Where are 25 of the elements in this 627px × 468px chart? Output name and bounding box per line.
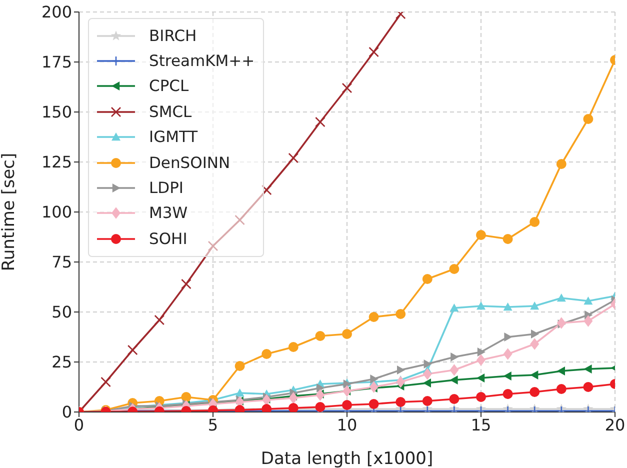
y-tick-label: 100	[41, 202, 72, 222]
x-tick-label: 0	[74, 415, 84, 434]
legend-label: CPCL	[149, 77, 189, 96]
y-tick-label: 125	[41, 152, 72, 172]
y-tick-label: 0	[62, 402, 72, 422]
y-axis-title: Runtime [sec]	[0, 152, 20, 272]
y-tick-label: 150	[41, 102, 72, 122]
x-tick-label: 5	[208, 415, 218, 434]
legend-label: IGMTT	[149, 128, 198, 146]
y-tick-label: 50	[52, 302, 72, 322]
x-tick-label: 15	[470, 415, 492, 434]
legend-label: M3W	[149, 204, 188, 222]
legend-label: StreamKM++	[149, 52, 255, 70]
y-tick-label: 200	[41, 2, 72, 22]
y-tick-label: 175	[41, 52, 72, 72]
legend-label: BIRCH	[149, 26, 197, 45]
legend-label: DenSOINN	[149, 154, 230, 172]
legend-label: SMCL	[149, 102, 192, 121]
x-axis-title: Data length [x1000]	[260, 449, 434, 468]
x-tick-label: 20	[604, 415, 626, 434]
x-tick-label: 10	[336, 415, 358, 434]
y-tick-label: 25	[52, 352, 72, 372]
y-tick-label: 75	[52, 252, 72, 272]
legend-label: LDPI	[149, 179, 184, 198]
legend-label: SOHI	[149, 230, 188, 248]
